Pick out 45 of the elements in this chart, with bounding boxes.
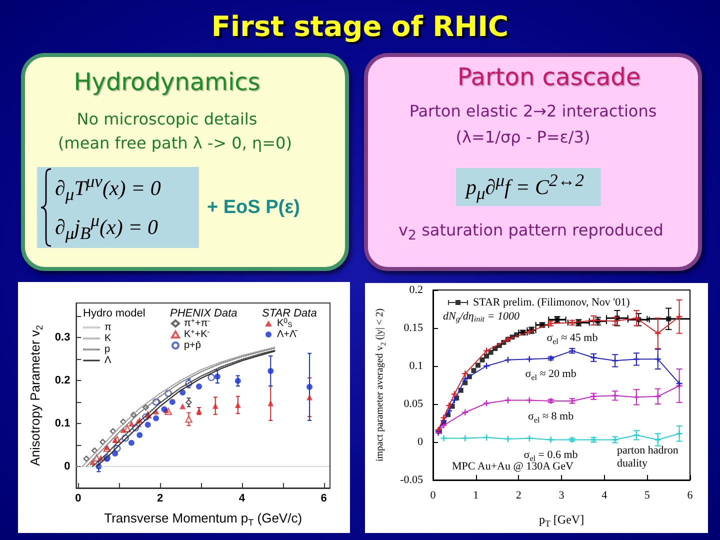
formula-box: ∂$_{μ}$T$^{μν}$(x) = 0 ∂$_{μ}$j$_{B}$$^{μ}$(x) = 0 [37,167,199,248]
y-tick-label: 0.3 [54,331,70,344]
x-tick-label: 0 [75,492,82,504]
y-tick-label: 0 [64,460,70,472]
legend-label: Λ+Λ̄ [277,329,298,340]
y-tick-label: 0.2 [54,374,70,386]
annotation: parton hadron duality [617,444,682,470]
y-tick-label: 0.15 [404,322,424,334]
y-tick-label: 0.05 [404,398,424,410]
x-tick-label: 1 [473,490,479,502]
x-tick-label: 3 [558,490,565,502]
text: No microscopic details [76,110,258,128]
legend-label: STAR prelim. (Filimonov, Nov '01) [473,296,630,308]
x-tick-label: 4 [602,490,608,502]
legend-label: K [104,333,112,344]
y-tick-label: 0.1 [409,360,423,372]
x-tick-label: 4 [238,492,246,504]
y-tick-label: 0.2 [409,284,423,296]
x-tick-label: 2 [157,492,164,504]
formula-box: p$_{μ}$∂$^{μ}$f = C$^{2↔2}$ [456,168,601,206]
text: First stage of RHIC [211,10,509,42]
text: Parton elastic 2→2 interactions [409,102,657,120]
text: (λ=1/σρ - P=ε/3) [456,128,590,146]
annotation: MPC Au+Au @ 130A GeV [452,460,574,472]
text: (mean free path λ -> 0, η=0) [58,134,292,152]
x-tick-label: 5 [644,490,650,502]
x-tick-label: 2 [516,490,522,502]
legend-label: p [104,344,110,355]
x-tick-label: 6 [320,492,327,504]
legend-label: p+p̄ [184,340,202,351]
text: Hydrodynamics [74,68,260,96]
text: Parton cascade [457,63,641,91]
legend-label: π [104,322,112,333]
annotation: PHENIX Data [170,308,238,320]
y-tick-label: 0 [418,436,424,448]
x-tick-label: 6 [687,490,694,502]
text: v$_{2}$ saturation pattern reproduced [398,220,664,244]
y-axis-title: Anisotropy Parameter v2 [28,325,44,466]
y-tick-label: 0.1 [54,417,70,430]
y-tick-label: -0.05 [400,474,424,486]
annotation: Hydro model [83,308,146,320]
annotation: STAR Data [262,308,317,320]
text: + EoS P(ε) [207,197,300,219]
x-tick-label: 0 [430,490,436,502]
legend-label: Λ [104,355,112,366]
